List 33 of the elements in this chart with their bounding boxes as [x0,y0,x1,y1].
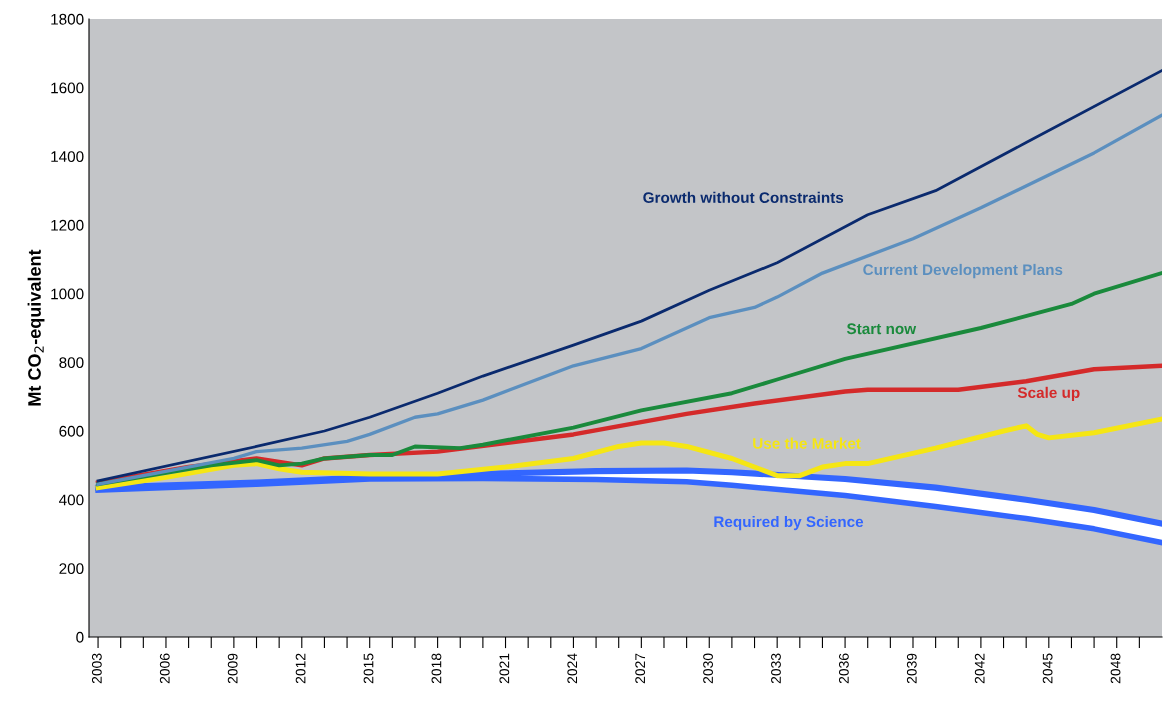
y-tick-label: 800 [59,357,84,369]
y-tick-label: 1200 [51,219,84,231]
x-tick-label: 2021 [499,653,510,684]
x-tick-label: 2048 [1110,653,1121,684]
y-tick-label: 400 [59,494,84,506]
y-tick-label: 1600 [51,82,84,94]
series-label: Current Development Plans [863,263,1063,279]
y-axis-title: Mt CO$_{2}$-equivalent [27,249,45,406]
x-tick-label: 2012 [295,653,306,684]
x-tick-label: 2027 [635,653,646,684]
y-tick-label: 1400 [51,151,84,163]
x-tick-label: 2039 [906,653,917,684]
series-label: Scale up [1017,386,1080,402]
x-tick-label: 2006 [159,653,170,684]
y-tick-label: 1000 [51,288,84,300]
y-tick-label: 0 [76,631,84,643]
y-tick-label: 200 [59,563,84,575]
x-tick-label: 2015 [363,653,374,684]
x-tick-label: 2042 [974,653,985,684]
x-tick-label: 2036 [838,653,849,684]
x-tick-label: 2003 [91,653,102,684]
y-tick-label: 1800 [51,13,84,25]
x-tick-label: 2018 [431,653,442,684]
text: Required by Science [714,515,864,531]
x-tick-label: 2024 [567,653,578,684]
x-tick-label: 2045 [1042,653,1053,684]
x-tick-label: 2030 [703,653,713,684]
x-tick-label: 2009 [227,653,238,684]
series-label: Use the Market [753,437,861,449]
x-tick-label: 2033 [771,653,781,684]
series-label: Start now [846,323,917,335]
series-label: Growth without Constraints [643,191,844,204]
y-tick-label: 600 [59,425,84,437]
